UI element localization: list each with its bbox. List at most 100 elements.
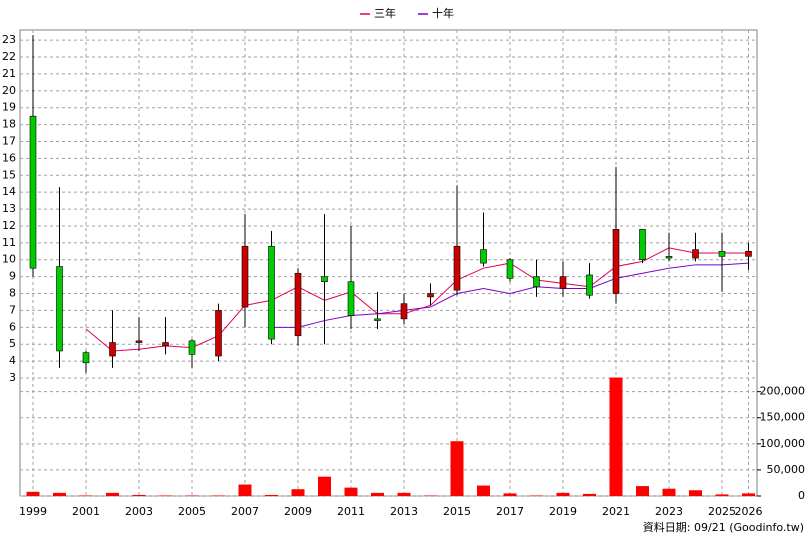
candle-body bbox=[374, 318, 381, 321]
candle-body bbox=[480, 249, 487, 264]
y-tick-label: 21 bbox=[2, 67, 16, 80]
y2-tick-label: 50,000 bbox=[767, 463, 806, 476]
candle-body bbox=[82, 352, 90, 364]
y-tick-label: 5 bbox=[9, 337, 16, 350]
volume-bar bbox=[556, 492, 570, 496]
x-tick-label: 2019 bbox=[549, 505, 577, 518]
volume-bar bbox=[715, 494, 729, 496]
volume-bar bbox=[609, 377, 623, 496]
y-tick-label: 3 bbox=[9, 371, 16, 384]
volume-bar bbox=[530, 495, 543, 496]
volume-bar bbox=[450, 441, 464, 496]
y-tick-label: 7 bbox=[9, 303, 16, 316]
legend-label: 十年 bbox=[432, 6, 454, 20]
volume-bar bbox=[185, 495, 199, 496]
candle-body bbox=[162, 342, 169, 347]
volume-bar bbox=[265, 494, 278, 496]
x-tick-label: 2021 bbox=[602, 505, 630, 518]
volume-bar bbox=[424, 495, 437, 496]
volume-bar bbox=[397, 492, 411, 496]
y-tick-label: 9 bbox=[9, 270, 16, 283]
candle-body bbox=[612, 229, 620, 294]
candle-body bbox=[400, 303, 408, 320]
candle-body bbox=[533, 276, 540, 288]
volume-bar bbox=[53, 492, 66, 496]
y-tick-label: 16 bbox=[2, 151, 16, 164]
y-tick-label: 15 bbox=[2, 168, 16, 181]
x-tick-label: 2017 bbox=[496, 505, 524, 518]
volume-bar bbox=[26, 491, 40, 496]
candle-body bbox=[559, 276, 567, 289]
volume-bar bbox=[662, 488, 676, 496]
candle-body bbox=[718, 251, 726, 257]
ma-line bbox=[85, 247, 749, 352]
x-tick-label: 2026 bbox=[735, 505, 763, 518]
volume-bar bbox=[238, 484, 252, 496]
y-tick-label: 19 bbox=[2, 101, 16, 114]
x-tick-label: 2005 bbox=[178, 505, 206, 518]
y2-tick-label: 0 bbox=[798, 489, 805, 502]
y-tick-label: 18 bbox=[2, 118, 16, 131]
x-tick-label: 2003 bbox=[125, 505, 153, 518]
candle-body bbox=[56, 266, 63, 352]
y-tick-label: 10 bbox=[2, 253, 16, 266]
x-tick-label: 2011 bbox=[337, 505, 365, 518]
y-tick-label: 20 bbox=[2, 84, 16, 97]
candle-body bbox=[29, 115, 37, 269]
candle-body bbox=[294, 272, 302, 337]
volume-bar bbox=[132, 494, 146, 496]
candle-body bbox=[692, 249, 699, 259]
candle-body bbox=[241, 245, 249, 308]
volume-bar bbox=[636, 486, 649, 496]
candle-body bbox=[188, 340, 196, 355]
volume-bar bbox=[106, 492, 119, 496]
x-tick-label: 2015 bbox=[443, 505, 471, 518]
plot-frame bbox=[19, 29, 758, 497]
x-tick-label: 2013 bbox=[390, 505, 418, 518]
y-tick-label: 14 bbox=[2, 185, 16, 198]
y-tick-label: 13 bbox=[2, 202, 16, 215]
candle-body bbox=[215, 310, 222, 357]
volume-bar bbox=[503, 493, 517, 496]
candle-body bbox=[427, 293, 434, 298]
y-tick-label: 11 bbox=[2, 236, 16, 249]
volume-bar bbox=[477, 485, 490, 496]
y-tick-label: 8 bbox=[9, 287, 16, 300]
y2-tick-label: 100,000 bbox=[760, 437, 806, 450]
volume-bar bbox=[212, 495, 225, 496]
candle-body bbox=[453, 245, 461, 291]
y-tick-label: 4 bbox=[9, 354, 16, 367]
candle-body bbox=[506, 259, 514, 279]
volume-bar bbox=[159, 495, 172, 496]
x-tick-label: 2001 bbox=[72, 505, 100, 518]
volume-bar bbox=[583, 493, 596, 496]
candle-body bbox=[268, 245, 275, 340]
volume-bar bbox=[291, 489, 305, 496]
candle-body bbox=[135, 340, 143, 343]
volume-bar bbox=[79, 495, 93, 496]
candle-body bbox=[321, 276, 328, 283]
volume-bar bbox=[344, 487, 358, 496]
candle-body bbox=[639, 229, 646, 261]
volume-bar bbox=[742, 493, 755, 496]
x-tick-label: 2025 bbox=[708, 505, 736, 518]
x-tick-label: 2007 bbox=[231, 505, 259, 518]
y-tick-label: 23 bbox=[2, 33, 16, 46]
candle-body bbox=[109, 342, 116, 357]
candle-body bbox=[347, 281, 355, 316]
legend-label: 三年 bbox=[374, 6, 396, 20]
footer: 資料日期: 09/21 (Goodinfo.tw) bbox=[643, 520, 804, 534]
x-tick-label: 2009 bbox=[284, 505, 312, 518]
candle-body bbox=[586, 274, 593, 296]
volume-bar bbox=[371, 492, 384, 496]
y2-tick-label: 200,000 bbox=[760, 385, 806, 398]
volume-bar bbox=[318, 476, 331, 496]
volume-bar bbox=[689, 490, 702, 496]
y2-tick-label: 150,000 bbox=[760, 411, 806, 424]
x-tick-label: 1999 bbox=[19, 505, 47, 518]
x-tick-label: 2023 bbox=[655, 505, 683, 518]
candle-body bbox=[745, 251, 752, 257]
candle-body bbox=[665, 256, 673, 259]
y-tick-label: 6 bbox=[9, 320, 16, 333]
